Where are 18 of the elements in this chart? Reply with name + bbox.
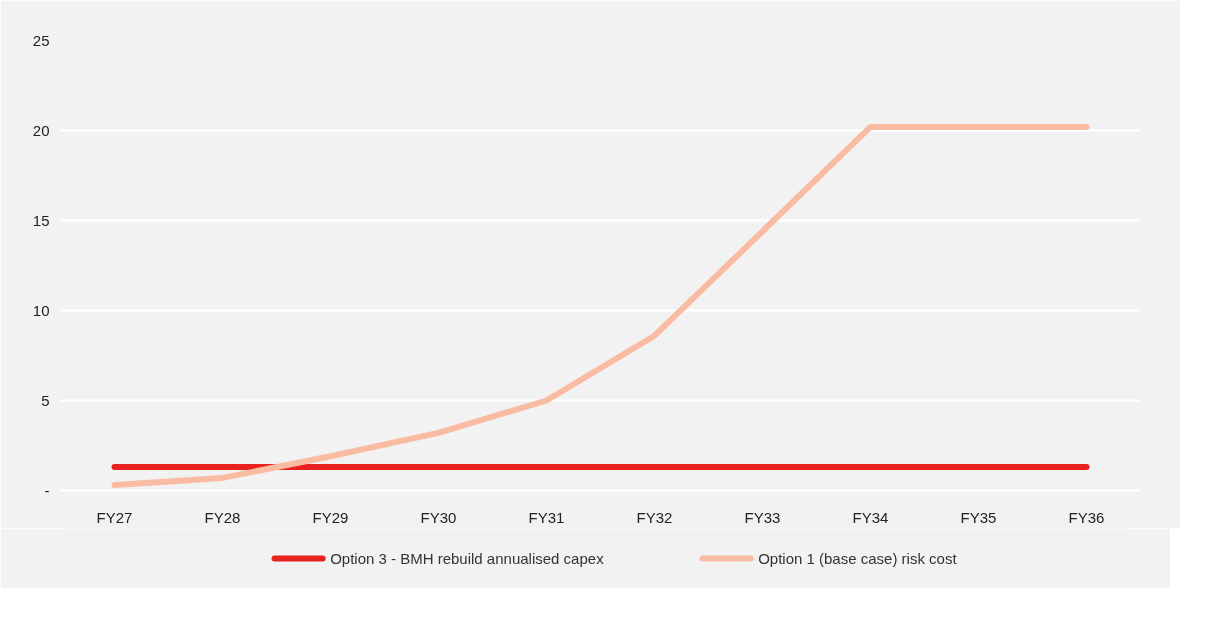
x-tick-label: FY33 [744, 508, 781, 526]
y-tick-label: 5 [41, 391, 50, 409]
y-tick-label: 10 [32, 301, 50, 319]
x-tick-label: FY34 [852, 508, 889, 526]
x-tick-label: FY29 [312, 508, 349, 526]
legend-label: Option 1 (base case) risk cost [758, 550, 958, 567]
y-tick-label: 15 [32, 211, 50, 229]
x-tick-label: FY32 [636, 508, 673, 526]
y-tick-label: 20 [32, 121, 50, 139]
x-tick-label: FY28 [204, 508, 241, 526]
x-tick-label: FY35 [960, 508, 997, 526]
legend-label: Option 3 - BMH rebuild annualised capex [330, 550, 605, 567]
x-tick-label: FY36 [1068, 508, 1105, 526]
x-tick-label: FY30 [420, 508, 457, 526]
y-tick-label: 25 [32, 31, 50, 49]
x-tick-label: FY31 [528, 508, 565, 526]
x-tick-label: FY27 [96, 508, 133, 526]
y-tick-label: - [44, 481, 50, 499]
